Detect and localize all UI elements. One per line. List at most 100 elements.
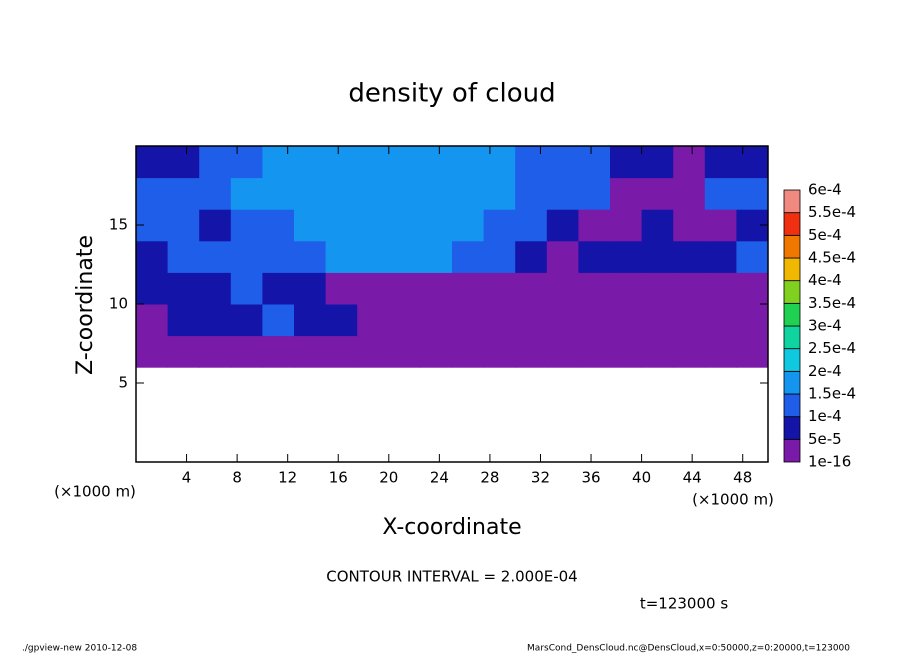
cell	[388, 146, 421, 179]
cell	[546, 335, 579, 368]
colorbar-box	[783, 348, 801, 372]
colorbar-label: 1.5e-4	[808, 385, 856, 403]
cell	[704, 304, 737, 337]
cell	[452, 209, 485, 242]
cell	[546, 240, 579, 273]
cell	[420, 240, 453, 273]
cell	[483, 209, 516, 242]
y-tick-label: 5	[118, 374, 128, 392]
cell	[452, 240, 485, 273]
cell	[483, 304, 516, 337]
colorbar-box	[783, 302, 801, 327]
cell	[294, 240, 327, 273]
cell	[546, 209, 579, 242]
cell	[357, 177, 390, 210]
colorbar-box	[783, 189, 801, 214]
cell	[515, 304, 548, 337]
colorbar-label: 4.5e-4	[808, 249, 856, 267]
cell	[199, 146, 232, 179]
cell	[641, 335, 674, 368]
cell	[736, 272, 769, 305]
cell	[388, 177, 421, 210]
cell	[262, 177, 295, 210]
cell	[136, 335, 169, 368]
cell	[262, 240, 295, 273]
cell	[704, 335, 737, 368]
colorbar-label: 6e-4	[808, 181, 842, 199]
cell	[546, 177, 579, 210]
cell	[610, 209, 643, 242]
y-axis-label: Z-coordinate	[73, 235, 98, 375]
cell	[262, 209, 295, 242]
cell	[357, 240, 390, 273]
cell	[610, 272, 643, 305]
cell	[167, 335, 200, 368]
cell	[230, 335, 263, 368]
cell	[610, 335, 643, 368]
cell	[136, 146, 169, 179]
y-tick-label: 15	[109, 216, 128, 234]
colorbar-box	[783, 370, 801, 395]
y-unit: (×1000 m)	[54, 483, 136, 501]
cell	[294, 177, 327, 210]
cell	[199, 335, 232, 368]
cell	[262, 335, 295, 368]
cell	[294, 146, 327, 179]
x-tick-label: 28	[480, 469, 499, 487]
colorbar-box	[783, 325, 801, 350]
y-tick-label: 10	[109, 295, 128, 313]
x-tick-label: 40	[632, 469, 651, 487]
cell	[673, 272, 706, 305]
cell	[641, 177, 674, 210]
cell	[641, 209, 674, 242]
cell	[325, 146, 358, 179]
cell	[325, 240, 358, 273]
cell	[167, 272, 200, 305]
cell	[136, 240, 169, 273]
cell	[641, 272, 674, 305]
cell	[136, 272, 169, 305]
x-tick-label: 48	[733, 469, 752, 487]
colorbar-label: 5e-4	[808, 226, 842, 244]
cell	[325, 272, 358, 305]
x-tick-label: 16	[329, 469, 348, 487]
cell	[641, 146, 674, 179]
colorbar-label: 3e-4	[808, 317, 842, 335]
cell	[704, 177, 737, 210]
contour-interval: CONTOUR INTERVAL = 2.000E-04	[326, 568, 577, 586]
x-unit: (×1000 m)	[692, 491, 774, 509]
cell	[483, 335, 516, 368]
cell	[420, 335, 453, 368]
x-tick-label: 8	[232, 469, 242, 487]
cell	[357, 209, 390, 242]
cell	[136, 304, 169, 337]
cell	[515, 335, 548, 368]
cell	[420, 304, 453, 337]
colorbar-label: 3.5e-4	[808, 294, 856, 312]
cell	[578, 146, 611, 179]
cell	[388, 272, 421, 305]
cell	[515, 146, 548, 179]
cell	[704, 240, 737, 273]
cell	[262, 304, 295, 337]
cell	[230, 209, 263, 242]
cell	[230, 304, 263, 337]
cell	[610, 146, 643, 179]
cell	[452, 335, 485, 368]
cell	[136, 177, 169, 210]
cell	[515, 240, 548, 273]
colorbar-box	[783, 438, 801, 463]
cell	[641, 304, 674, 337]
cell	[357, 272, 390, 305]
cell	[325, 177, 358, 210]
cell	[673, 146, 706, 179]
cell	[420, 177, 453, 210]
cell	[167, 209, 200, 242]
colorbar-label: 1e-16	[808, 453, 851, 471]
cell	[452, 272, 485, 305]
cell	[515, 209, 548, 242]
cell	[578, 272, 611, 305]
chart-title: density of cloud	[348, 79, 555, 109]
cell	[420, 209, 453, 242]
cell	[515, 177, 548, 210]
